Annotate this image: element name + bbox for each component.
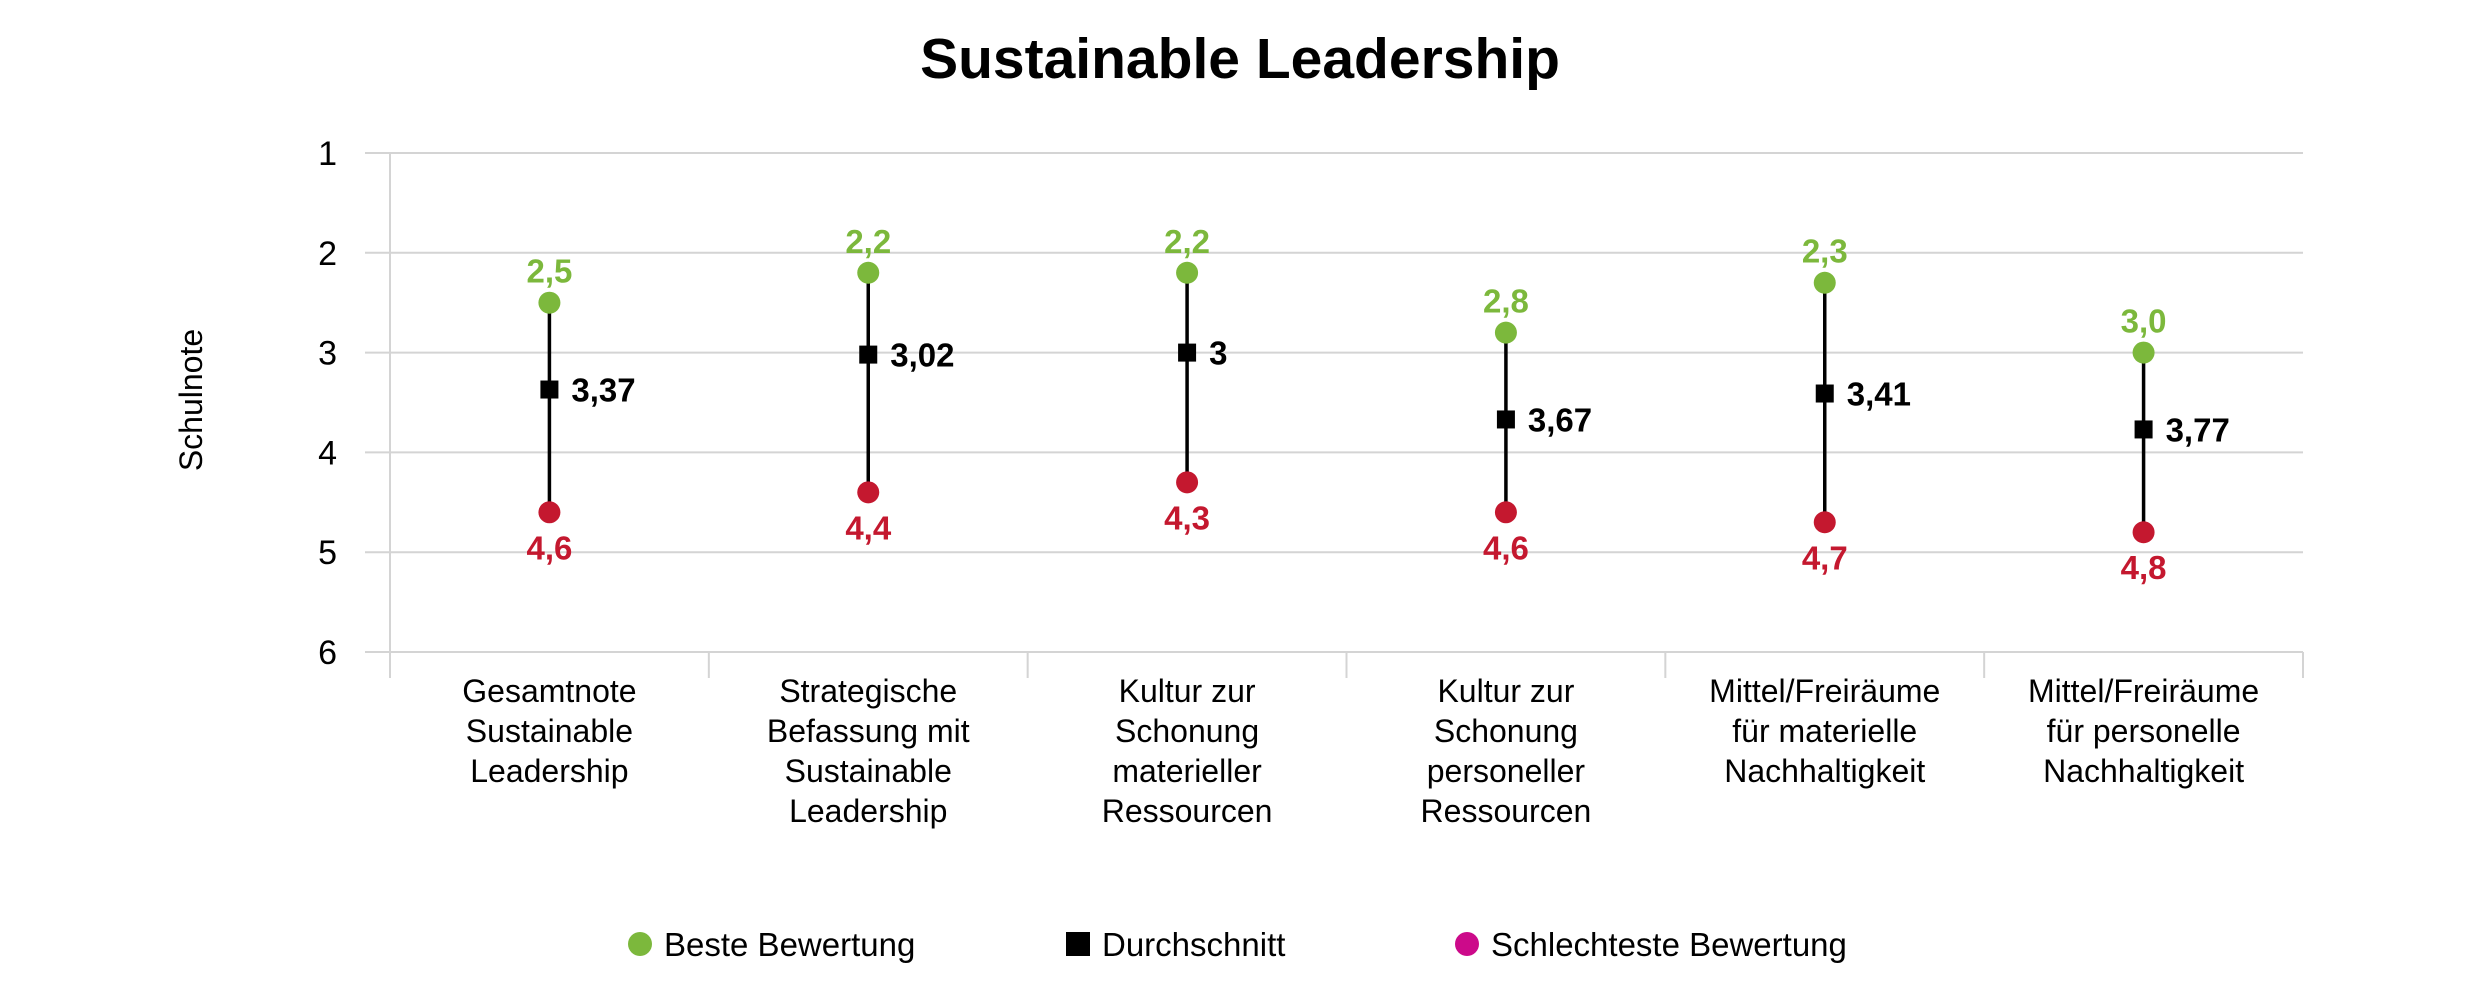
best-rating-label: 2,2	[1164, 223, 1210, 260]
category-label-line: Strategische	[779, 673, 957, 709]
worst-rating-point	[857, 481, 880, 504]
best-rating-point	[538, 291, 561, 314]
category-label-line: materieller	[1112, 753, 1262, 789]
average-point	[2134, 420, 2153, 439]
legend-marker	[628, 932, 652, 956]
average-label: 3,02	[890, 337, 954, 374]
best-rating-label: 3,0	[2121, 303, 2167, 340]
best-rating-label: 2,8	[1483, 283, 1529, 320]
category-label-line: Nachhaltigkeit	[1724, 753, 1925, 789]
category-label: Strategische Befassung mit Sustainable Lead…	[767, 673, 970, 829]
category-label-line: Ressourcen	[1102, 793, 1273, 829]
chart-title: Sustainable Leadership	[920, 27, 1560, 91]
y-tick-label: 3	[318, 335, 337, 373]
best-rating-point	[1176, 261, 1199, 284]
category-label-line: Mittel/Freiräume	[1709, 673, 1940, 709]
worst-rating-label: 4,3	[1164, 499, 1210, 536]
category-label-line: Leadership	[789, 793, 947, 829]
legend-label: Schlechteste Bewertung	[1491, 926, 1847, 963]
worst-rating-label: 4,6	[526, 529, 572, 566]
best-rating-label: 2,3	[1802, 233, 1848, 270]
category-label-line: für personelle	[2047, 713, 2241, 749]
axes	[389, 153, 2304, 678]
legend-label: Beste Bewertung	[664, 926, 915, 963]
category-label-line: für materielle	[1732, 713, 1917, 749]
average-point	[859, 345, 878, 364]
average-label: 3,37	[571, 372, 635, 409]
best-rating-point	[1494, 321, 1517, 344]
category-label-line: personeller	[1427, 753, 1586, 789]
category-label-line: Kultur zur	[1437, 673, 1574, 709]
legend-marker	[1066, 932, 1090, 956]
category-label-line: Gesamtnote	[462, 673, 636, 709]
average-label: 3	[1209, 335, 1227, 372]
category-label: Mittel/Freiräume für personelle Nachhaltig…	[2028, 673, 2259, 789]
data-marks: 2,5 3,37 4,6 2,2 3,02 4,4 2,2 3 4,3 2,8 3,67 4,6 2,3…	[526, 223, 2229, 586]
average-point	[1496, 410, 1515, 429]
category-label-line: Nachhaltigkeit	[2043, 753, 2244, 789]
best-rating-point	[1813, 271, 1836, 294]
average-label: 3,67	[1528, 401, 1592, 438]
y-axis-label: Schulnote	[173, 329, 209, 471]
worst-rating-label: 4,4	[845, 509, 892, 546]
category-label: Kultur zur Schonung personeller Ressourcen	[1421, 673, 1592, 829]
average-point	[1178, 343, 1197, 362]
best-rating-point	[857, 261, 880, 284]
worst-rating-label: 4,6	[1483, 529, 1529, 566]
category-label-line: Befassung mit	[767, 713, 970, 749]
worst-rating-point	[1176, 471, 1199, 494]
gridlines	[365, 152, 2303, 653]
category-label-line: Schonung	[1434, 713, 1578, 749]
average-point	[540, 380, 559, 399]
average-point	[1815, 384, 1834, 403]
category-label: Kultur zur Schonung materieller Ressourcen	[1102, 673, 1273, 829]
category-label-line: Kultur zur	[1119, 673, 1256, 709]
y-tick-label: 5	[318, 534, 337, 572]
category-label-line: Sustainable	[466, 713, 633, 749]
category-label-line: Mittel/Freiräume	[2028, 673, 2259, 709]
worst-rating-point	[538, 501, 561, 524]
category-label: Gesamtnote Sustainable Leadership	[462, 673, 636, 789]
legend: Beste Bewertung Durchschnitt Schlechteste …	[628, 926, 1847, 963]
y-tick-label: 4	[318, 434, 337, 472]
best-rating-point	[2132, 341, 2155, 364]
category-label-line: Schonung	[1115, 713, 1259, 749]
y-tick-labels: 1 2 3 4 5 6	[318, 135, 337, 672]
worst-rating-label: 4,8	[2121, 549, 2167, 586]
legend-average: Durchschnitt	[1066, 926, 1285, 963]
y-tick-label: 2	[318, 235, 337, 273]
y-tick-label: 1	[318, 135, 337, 173]
worst-rating-point	[1813, 511, 1836, 534]
worst-rating-point	[2132, 521, 2155, 544]
best-rating-label: 2,5	[526, 253, 572, 290]
worst-rating-label: 4,7	[1802, 539, 1848, 576]
average-label: 3,77	[2166, 411, 2230, 448]
average-label: 3,41	[1847, 376, 1911, 413]
category-label: Mittel/Freiräume für materielle Nachhaltig…	[1709, 673, 1940, 789]
legend-label: Durchschnitt	[1102, 926, 1285, 963]
category-labels: GesamtnoteSustainableLeadershipStrategis…	[462, 673, 2259, 829]
legend-worst: Schlechteste Bewertung	[1455, 926, 1847, 963]
legend-marker	[1455, 932, 1479, 956]
worst-rating-point	[1494, 501, 1517, 524]
y-tick-label: 6	[318, 634, 337, 672]
best-rating-label: 2,2	[845, 223, 891, 260]
category-label-line: Ressourcen	[1421, 793, 1592, 829]
category-label-line: Leadership	[470, 753, 628, 789]
legend-best: Beste Bewertung	[628, 926, 915, 963]
category-label-line: Sustainable	[785, 753, 952, 789]
